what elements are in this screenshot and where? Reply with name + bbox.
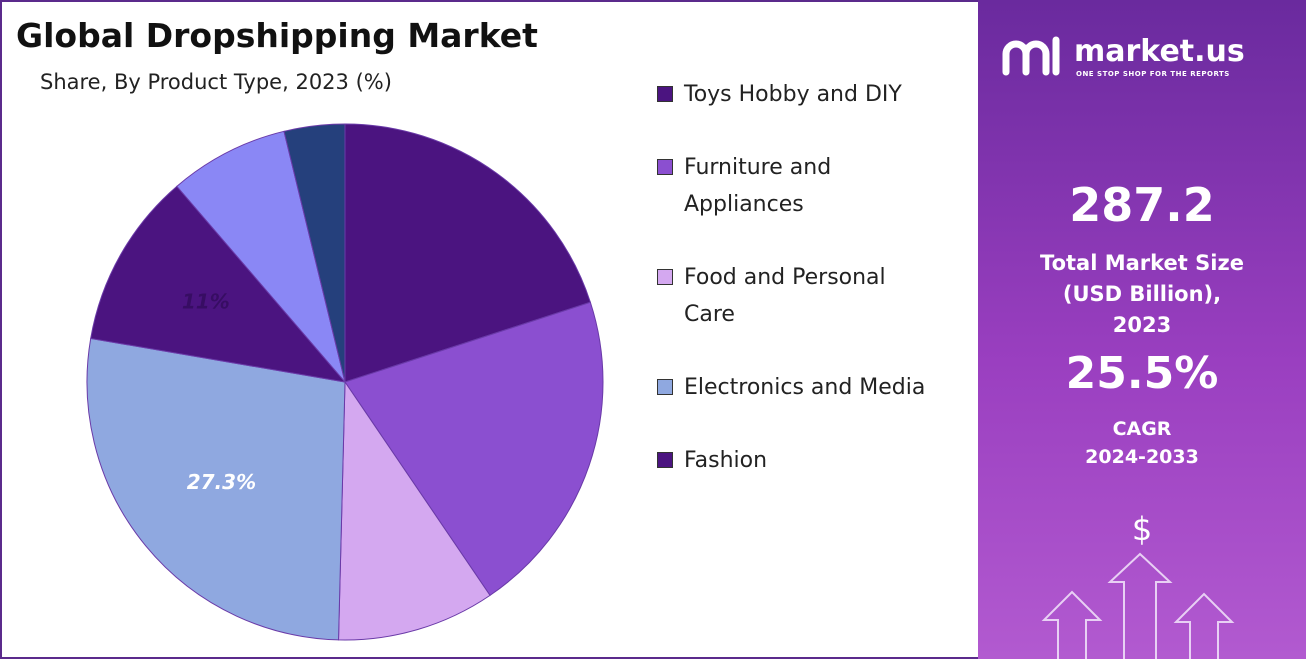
legend-swatch — [657, 159, 673, 175]
legend-swatch — [657, 379, 673, 395]
pie-slice — [283, 123, 346, 383]
tagline: ONE STOP SHOP FOR THE REPORTS — [1076, 70, 1230, 78]
legend-label: Food and Personal Care — [684, 265, 886, 327]
market-size: 287.2 — [1069, 178, 1215, 232]
legend-label: Toys Hobby and DIY — [684, 82, 902, 107]
market-size-label: Total Market Size (USD Billion), 2023 — [1040, 251, 1244, 337]
pie-slice — [344, 301, 604, 597]
brand: market.us — [1074, 34, 1245, 69]
pie-slice — [176, 130, 346, 383]
data-label: 11% — [182, 290, 230, 314]
legend-item: Food and Personal Care — [657, 259, 939, 333]
cagr: 25.5% — [1065, 348, 1219, 399]
legend-swatch — [657, 452, 673, 468]
legend: Toys Hobby and DIY Furniture and Applianc… — [657, 76, 939, 515]
legend-item: Furniture and Appliances — [657, 149, 939, 223]
cagr-period: 2024-2033 — [1085, 446, 1199, 468]
pie-slice — [344, 123, 592, 383]
legend-item: Fashion — [657, 442, 939, 479]
chart-area: Global Dropshipping Market Share, By Pro… — [0, 0, 978, 659]
legend-label: Furniture and Appliances — [684, 155, 832, 217]
legend-item: Toys Hobby and DIY — [657, 76, 939, 113]
pie-slice — [90, 185, 347, 383]
currency-icon: $ — [1131, 510, 1153, 548]
data-label: 27.3% — [187, 470, 256, 494]
legend-label: Electronics and Media — [684, 375, 926, 400]
legend-swatch — [657, 86, 673, 102]
legend-swatch — [657, 269, 673, 285]
cagr-label: CAGR — [1112, 418, 1172, 440]
sidebar: market.us ONE STOP SHOP FOR THE REPORTS … — [978, 0, 1306, 659]
logo-icon — [1002, 36, 1060, 76]
legend-item: Electronics and Media — [657, 369, 939, 406]
pie-chart: 27.3% 11% — [86, 123, 604, 641]
chart-title: Global Dropshipping Market — [16, 16, 538, 55]
arrows-decoration — [1041, 552, 1235, 659]
chart-subtitle: Share, By Product Type, 2023 (%) — [40, 70, 392, 94]
legend-label: Fashion — [684, 448, 768, 473]
pie-slice — [86, 337, 346, 641]
pie-slice — [338, 380, 491, 641]
